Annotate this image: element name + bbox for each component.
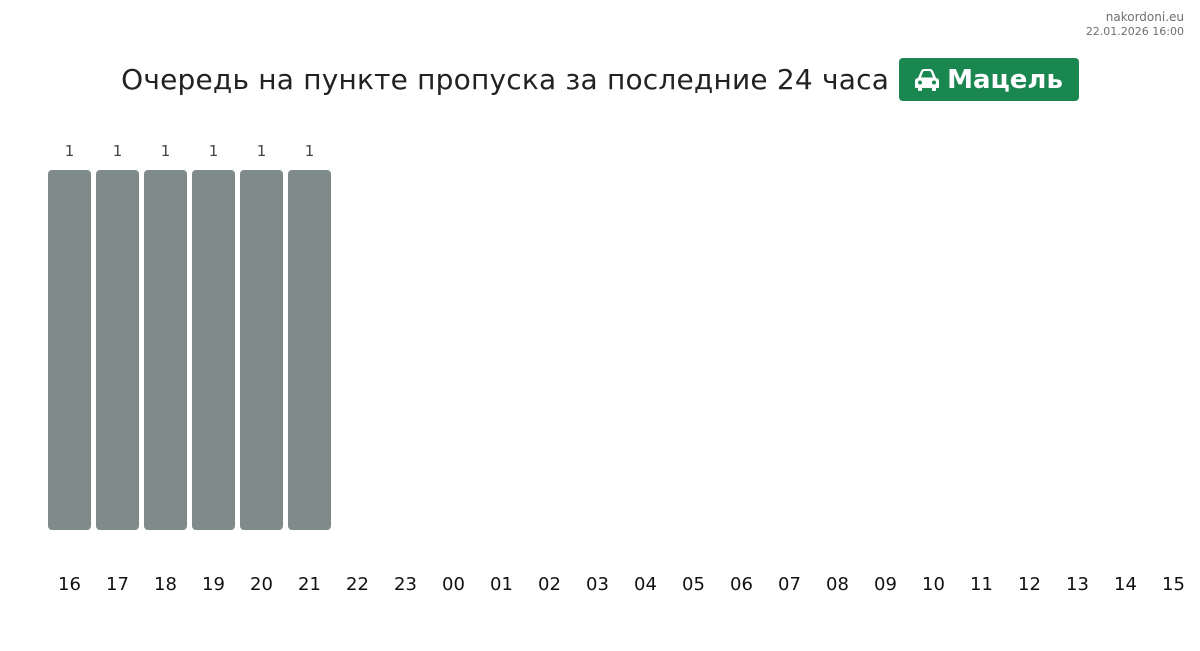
x-tick-01: 01 <box>490 574 513 595</box>
x-tick-08: 08 <box>826 574 849 595</box>
checkpoint-badge-label: Мацель <box>947 64 1063 95</box>
x-tick-03: 03 <box>586 574 609 595</box>
header: Очередь на пункте пропуска за последние … <box>0 58 1200 101</box>
x-tick-05: 05 <box>682 574 705 595</box>
x-tick-10: 10 <box>922 574 945 595</box>
data-label-17: 1 <box>113 142 123 160</box>
x-tick-19: 19 <box>202 574 225 595</box>
brand-site[interactable]: nakordoni.eu <box>1105 10 1184 24</box>
x-tick-12: 12 <box>1018 574 1041 595</box>
bar-20 <box>240 170 283 530</box>
data-label-21: 1 <box>305 142 315 160</box>
brand-timestamp: 22.01.2026 16:00 <box>1085 25 1184 38</box>
bar-16 <box>48 170 91 530</box>
x-tick-18: 18 <box>154 574 177 595</box>
x-tick-11: 11 <box>970 574 993 595</box>
x-tick-15: 15 <box>1162 574 1185 595</box>
x-tick-23: 23 <box>394 574 417 595</box>
x-tick-20: 20 <box>250 574 273 595</box>
x-tick-22: 22 <box>346 574 369 595</box>
bar-18 <box>144 170 187 530</box>
bar-19 <box>192 170 235 530</box>
data-label-16: 1 <box>65 142 75 160</box>
x-tick-14: 14 <box>1114 574 1137 595</box>
x-tick-21: 21 <box>298 574 321 595</box>
page-title: Очередь на пункте пропуска за последние … <box>121 63 890 96</box>
bar-21 <box>288 170 331 530</box>
x-tick-07: 07 <box>778 574 801 595</box>
x-tick-02: 02 <box>538 574 561 595</box>
x-tick-06: 06 <box>730 574 753 595</box>
checkpoint-badge: Мацель <box>899 58 1079 101</box>
data-label-18: 1 <box>161 142 171 160</box>
x-tick-00: 00 <box>442 574 465 595</box>
x-tick-17: 17 <box>106 574 129 595</box>
x-tick-09: 09 <box>874 574 897 595</box>
x-tick-04: 04 <box>634 574 657 595</box>
x-tick-13: 13 <box>1066 574 1089 595</box>
x-tick-16: 16 <box>58 574 81 595</box>
data-label-19: 1 <box>209 142 219 160</box>
brand-block: nakordoni.eu 22.01.2026 16:00 <box>1086 10 1184 39</box>
bar-17 <box>96 170 139 530</box>
data-label-20: 1 <box>257 142 267 160</box>
car-icon <box>915 68 940 91</box>
